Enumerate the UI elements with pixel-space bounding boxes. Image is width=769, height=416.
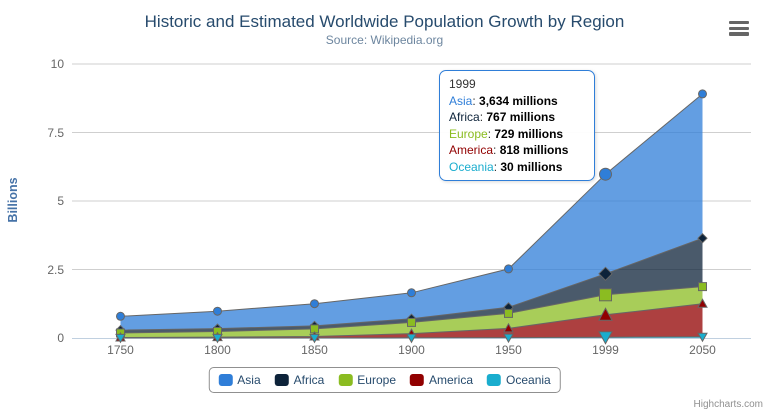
y-axis-label: 7.5: [47, 125, 64, 140]
legend-item-asia[interactable]: Asia: [218, 373, 261, 387]
tooltip-row: Africa: 767 millions: [449, 110, 556, 124]
legend-item-oceania[interactable]: Oceania: [487, 373, 551, 387]
tooltip-row: America: 818 millions: [449, 143, 569, 157]
tooltip: 1999 Asia: 3,634 millions Africa: 767 mil…: [439, 70, 595, 181]
legend-item-africa[interactable]: Africa: [274, 373, 325, 387]
area-asia[interactable]: [120, 93, 703, 331]
tooltip-row: Oceania: 30 millions: [449, 159, 563, 174]
legend-label: America: [429, 373, 474, 387]
area-africa[interactable]: [120, 238, 703, 333]
x-axis-label: 1999: [592, 343, 619, 357]
legend-label: Asia: [237, 373, 261, 387]
legend-swatch: [338, 374, 353, 386]
legend-swatch: [218, 374, 233, 386]
legend-label: Oceania: [506, 373, 551, 387]
x-axis-label: 1950: [495, 343, 522, 357]
credits-link[interactable]: Highcharts.com: [693, 399, 763, 410]
legend-label: Europe: [357, 373, 397, 387]
x-axis-label: 2050: [689, 343, 716, 357]
y-axis-label: 5: [57, 194, 64, 208]
series-asia-markers[interactable]: [116, 89, 707, 321]
hamburger-icon: [729, 21, 749, 25]
legend-swatch: [487, 374, 502, 386]
legend-swatch: [274, 374, 289, 386]
x-axis-label: 1900: [398, 343, 425, 357]
legend-swatch: [410, 374, 425, 386]
chart-title: Historic and Estimated Worldwide Populat…: [144, 12, 625, 31]
legend-item-america[interactable]: America: [410, 373, 473, 387]
chart-subtitle: Source: Wikipedia.org: [325, 33, 444, 47]
hamburger-icon: [729, 32, 749, 36]
legend-label: Africa: [293, 373, 325, 387]
tooltip-row: Europe: 729 millions: [449, 126, 564, 141]
area-america[interactable]: [120, 303, 703, 338]
x-axis-label: 1800: [204, 343, 231, 357]
y-axis-label: 0: [57, 331, 64, 345]
legend: Asia Africa Europe America Oceania: [208, 367, 561, 393]
x-axis-label: 1750: [107, 343, 134, 357]
hamburger-icon: [729, 26, 749, 30]
y-axis-label: 10: [50, 57, 64, 71]
legend-item-europe[interactable]: Europe: [338, 373, 396, 387]
y-axis-label: 2.5: [47, 262, 64, 277]
x-axis-label: 1850: [301, 343, 328, 357]
series-oceania-markers[interactable]: [115, 331, 708, 345]
context-menu-button[interactable]: [729, 21, 749, 38]
tooltip-header: 1999: [449, 77, 476, 91]
tooltip-row: Asia: 3,634 millions: [449, 93, 558, 108]
